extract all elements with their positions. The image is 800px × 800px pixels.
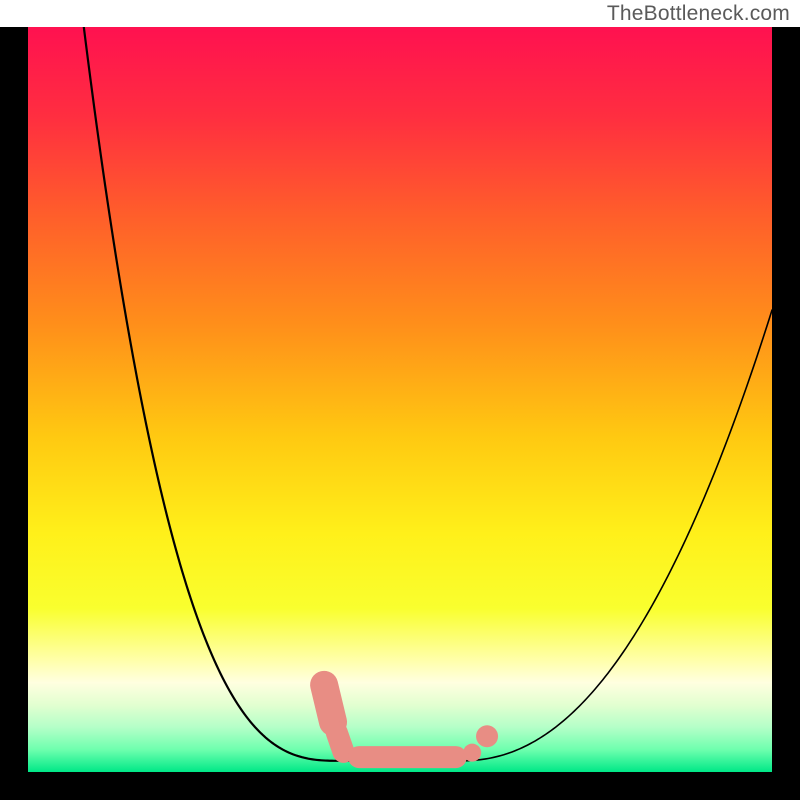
plot-svg xyxy=(28,27,772,772)
marker-dot-1 xyxy=(463,744,481,762)
marker-pill-0 xyxy=(324,685,333,722)
chart-black-frame xyxy=(0,27,800,800)
marker-pill-1 xyxy=(337,733,344,752)
chart-container: TheBottleneck.com xyxy=(0,0,800,800)
watermark-text: TheBottleneck.com xyxy=(607,2,790,26)
marker-dot-0 xyxy=(476,725,498,747)
gradient-bg xyxy=(28,27,772,772)
chart-plot-area xyxy=(28,27,772,772)
